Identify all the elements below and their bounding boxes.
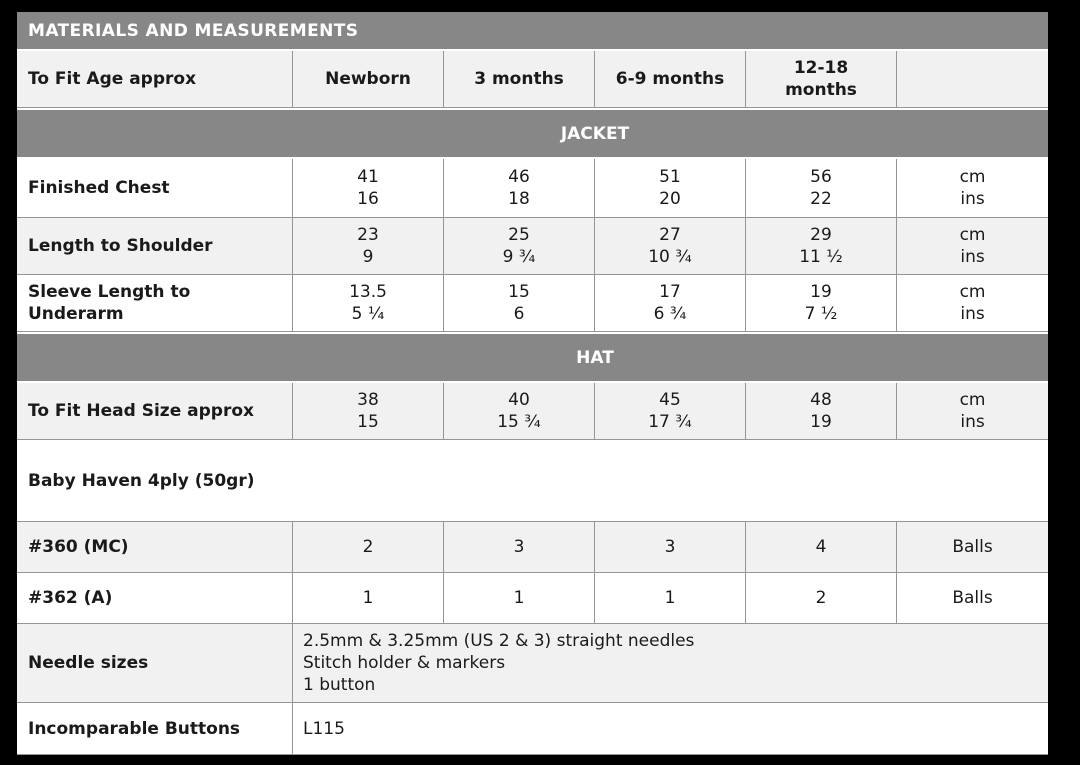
value-cell: 27 10 ¾ [595, 218, 746, 275]
table-title: MATERIALS AND MEASUREMENTS [17, 12, 1049, 51]
units-cell: cm ins [897, 218, 1049, 275]
value-cell: 48 19 [746, 383, 897, 440]
head-size-row: To Fit Head Size approx 38 15 40 15 ¾ 45… [17, 383, 1049, 440]
value-cell: 41 16 [293, 159, 444, 218]
value-cell: 4 [746, 522, 897, 573]
value-cell: 19 7 ½ [746, 275, 897, 332]
sleeve-length-row: Sleeve Length to Underarm 13.5 5 ¼ 15 6 … [17, 275, 1049, 332]
hat-section-bar: HAT [17, 332, 1049, 383]
units-cell: cm ins [897, 275, 1049, 332]
size-header-row: To Fit Age approx Newborn 3 months 6-9 m… [17, 51, 1049, 108]
value-cell: 1 [444, 573, 595, 624]
value-cell: 2 [293, 522, 444, 573]
value-cell: 40 15 ¾ [444, 383, 595, 440]
value-cell: 1 [293, 573, 444, 624]
value-cell: 29 11 ½ [746, 218, 897, 275]
materials-measurements-table: MATERIALS AND MEASUREMENTS To Fit Age ap… [17, 12, 1049, 755]
hat-bar-spacer-left [17, 332, 293, 383]
size-col-units [897, 51, 1049, 108]
value-cell: 3 [595, 522, 746, 573]
units-cell: Balls [897, 573, 1049, 624]
hat-bar-spacer-right [897, 332, 1049, 383]
yarn-heading: Baby Haven 4ply (50gr) [17, 440, 1049, 522]
jacket-bar-spacer-left [17, 108, 293, 159]
jacket-section-bar: JACKET [17, 108, 1049, 159]
value-cell: 15 6 [444, 275, 595, 332]
size-col-newborn: Newborn [293, 51, 444, 108]
table-title-bar: MATERIALS AND MEASUREMENTS [17, 12, 1049, 51]
row-label: To Fit Head Size approx [17, 383, 293, 440]
row-label: Length to Shoulder [17, 218, 293, 275]
size-col-3-months: 3 months [444, 51, 595, 108]
needle-sizes-value: 2.5mm & 3.25mm (US 2 & 3) straight needl… [293, 624, 1049, 703]
units-cell: Balls [897, 522, 1049, 573]
units-cell: cm ins [897, 159, 1049, 218]
value-cell: 38 15 [293, 383, 444, 440]
needle-sizes-row: Needle sizes 2.5mm & 3.25mm (US 2 & 3) s… [17, 624, 1049, 703]
yarn-a-row: #362 (A) 1 1 1 2 Balls [17, 573, 1049, 624]
units-cell: cm ins [897, 383, 1049, 440]
row-label: #360 (MC) [17, 522, 293, 573]
size-header-label: To Fit Age approx [17, 51, 293, 108]
buttons-row: Incomparable Buttons L115 [17, 703, 1049, 755]
value-cell: 23 9 [293, 218, 444, 275]
jacket-bar-spacer-right [897, 108, 1049, 159]
value-cell: 56 22 [746, 159, 897, 218]
yarn-heading-row: Baby Haven 4ply (50gr) [17, 440, 1049, 522]
value-cell: 2 [746, 573, 897, 624]
finished-chest-row: Finished Chest 41 16 46 18 51 20 56 22 c… [17, 159, 1049, 218]
row-label: Sleeve Length to Underarm [17, 275, 293, 332]
value-cell: 51 20 [595, 159, 746, 218]
value-cell: 46 18 [444, 159, 595, 218]
value-cell: 13.5 5 ¼ [293, 275, 444, 332]
yarn-mc-row: #360 (MC) 2 3 3 4 Balls [17, 522, 1049, 573]
size-col-6-9-months: 6-9 months [595, 51, 746, 108]
size-col-12-18-months: 12-18 months [746, 51, 897, 108]
value-cell: 45 17 ¾ [595, 383, 746, 440]
row-label: #362 (A) [17, 573, 293, 624]
value-cell: 25 9 ¾ [444, 218, 595, 275]
value-cell: 17 6 ¾ [595, 275, 746, 332]
value-cell: 3 [444, 522, 595, 573]
row-label: Incomparable Buttons [17, 703, 293, 755]
row-label: Finished Chest [17, 159, 293, 218]
value-cell: 1 [595, 573, 746, 624]
hat-section-title: HAT [293, 332, 897, 383]
jacket-section-title: JACKET [293, 108, 897, 159]
length-to-shoulder-row: Length to Shoulder 23 9 25 9 ¾ 27 10 ¾ 2… [17, 218, 1049, 275]
row-label: Needle sizes [17, 624, 293, 703]
buttons-value: L115 [293, 703, 1049, 755]
